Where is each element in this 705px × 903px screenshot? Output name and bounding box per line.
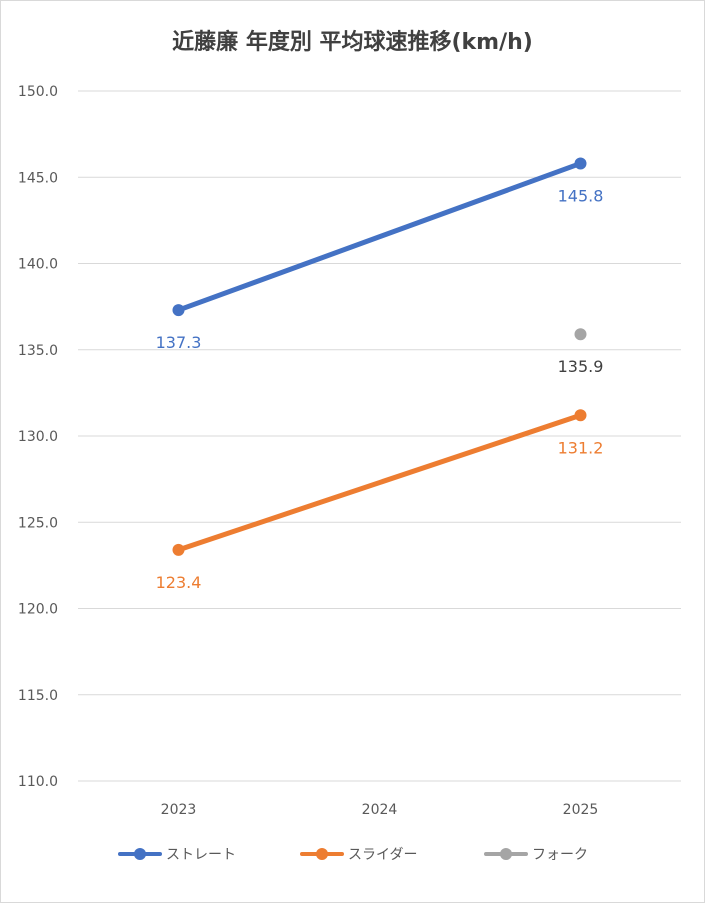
y-tick-label: 125.0 xyxy=(18,515,58,531)
y-tick-label: 130.0 xyxy=(18,429,58,445)
data-label-series-3: 135.9 xyxy=(558,357,604,376)
legend-item-series-3: フォーク xyxy=(484,842,588,866)
x-tick-label: 2024 xyxy=(362,802,398,818)
chart-title: 近藤廉 年度別 平均球速推移(km/h) xyxy=(172,30,533,55)
data-point-series-1 xyxy=(172,304,185,317)
data-label-series-2: 131.2 xyxy=(558,438,604,457)
legend-item-series-1: ストレート xyxy=(118,842,236,866)
series-line-2 xyxy=(176,412,583,553)
y-tick-label: 135.0 xyxy=(18,343,58,359)
y-tick-label: 140.0 xyxy=(18,257,58,273)
legend-label: フォーク xyxy=(532,847,588,863)
y-tick-label: 145.0 xyxy=(18,170,58,186)
legend-swatch xyxy=(300,842,344,866)
legend-swatch xyxy=(484,842,528,866)
data-point-series-2 xyxy=(574,409,587,422)
data-label-series-1: 145.8 xyxy=(558,186,604,205)
legend-label: ストレート xyxy=(166,847,236,863)
data-point-series-3 xyxy=(574,328,587,341)
legend-swatch xyxy=(118,842,162,866)
data-label-series-2: 123.4 xyxy=(156,573,202,592)
data-point-series-1 xyxy=(574,157,587,170)
y-tick-label: 110.0 xyxy=(18,774,58,790)
data-label-series-1: 137.3 xyxy=(156,333,202,352)
y-tick-label: 120.0 xyxy=(18,602,58,618)
data-point-series-2 xyxy=(172,543,185,556)
legend: ストレート スライダー フォーク xyxy=(0,842,705,866)
legend-item-series-2: スライダー xyxy=(300,842,417,866)
x-tick-label: 2023 xyxy=(161,802,197,818)
series-line-1 xyxy=(176,160,583,313)
x-tick-label: 2025 xyxy=(563,802,599,818)
y-tick-label: 115.0 xyxy=(18,688,58,704)
legend-label: スライダー xyxy=(348,847,418,863)
y-tick-label: 150.0 xyxy=(18,84,58,100)
